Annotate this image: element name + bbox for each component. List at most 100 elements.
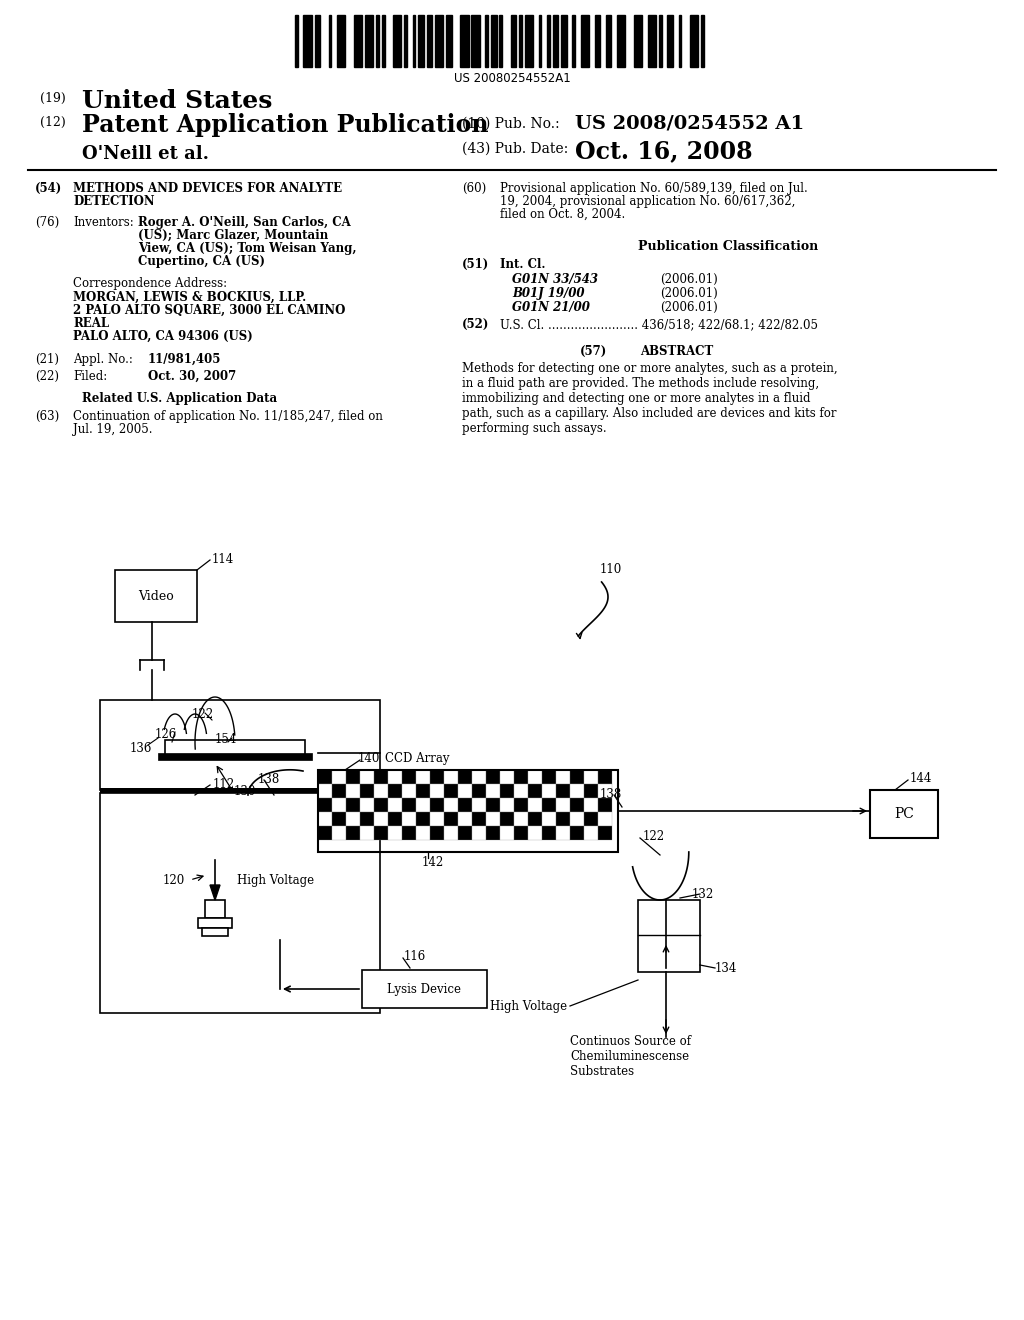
Bar xyxy=(514,826,528,840)
Text: Cupertino, CA (US): Cupertino, CA (US) xyxy=(138,255,265,268)
Text: G01N 21/00: G01N 21/00 xyxy=(512,301,590,314)
Bar xyxy=(598,784,612,799)
Bar xyxy=(430,784,444,799)
Bar xyxy=(295,15,298,67)
Bar xyxy=(514,784,528,799)
Bar xyxy=(360,770,374,784)
Text: 116: 116 xyxy=(404,950,426,964)
Bar xyxy=(553,15,558,67)
Bar xyxy=(446,15,452,67)
Bar xyxy=(485,15,488,67)
Bar xyxy=(519,15,522,67)
Bar xyxy=(606,15,611,67)
Text: Oct. 16, 2008: Oct. 16, 2008 xyxy=(575,139,753,162)
Bar xyxy=(542,799,556,812)
Text: Filed:: Filed: xyxy=(73,370,108,383)
Bar xyxy=(388,812,402,826)
Text: 126: 126 xyxy=(155,729,177,741)
Bar xyxy=(374,812,388,826)
Text: Continuation of application No. 11/185,247, filed on: Continuation of application No. 11/185,2… xyxy=(73,411,383,422)
Bar xyxy=(346,812,360,826)
Bar xyxy=(556,812,570,826)
Bar xyxy=(528,799,542,812)
Text: CCD Array: CCD Array xyxy=(385,752,450,766)
Text: 11/981,405: 11/981,405 xyxy=(148,352,221,366)
Bar xyxy=(472,826,486,840)
Bar xyxy=(444,799,458,812)
Text: filed on Oct. 8, 2004.: filed on Oct. 8, 2004. xyxy=(500,209,626,220)
Text: MORGAN, LEWIS & BOCKIUS, LLP.: MORGAN, LEWIS & BOCKIUS, LLP. xyxy=(73,290,306,304)
Bar xyxy=(332,784,346,799)
Bar xyxy=(374,799,388,812)
Bar xyxy=(458,826,472,840)
Text: (2006.01): (2006.01) xyxy=(660,273,718,286)
Bar xyxy=(374,770,388,784)
Text: REAL: REAL xyxy=(73,317,110,330)
Bar xyxy=(416,826,430,840)
Bar xyxy=(570,784,584,799)
Bar xyxy=(598,812,612,826)
Text: Int. Cl.: Int. Cl. xyxy=(500,257,546,271)
Text: (63): (63) xyxy=(35,411,59,422)
Text: 142: 142 xyxy=(422,855,444,869)
Text: 138: 138 xyxy=(258,774,281,785)
Bar xyxy=(471,15,480,67)
Bar xyxy=(444,812,458,826)
Text: (54): (54) xyxy=(35,182,62,195)
Text: (2006.01): (2006.01) xyxy=(660,301,718,314)
Bar xyxy=(444,826,458,840)
Bar xyxy=(416,799,430,812)
Text: 122: 122 xyxy=(193,708,214,721)
Text: (43) Pub. Date:: (43) Pub. Date: xyxy=(462,143,568,156)
Bar xyxy=(198,917,232,928)
Bar xyxy=(572,15,575,67)
Bar xyxy=(542,812,556,826)
Bar xyxy=(542,826,556,840)
Bar xyxy=(360,784,374,799)
Bar xyxy=(360,799,374,812)
Bar xyxy=(332,826,346,840)
Bar xyxy=(556,826,570,840)
Text: Appl. No.:: Appl. No.: xyxy=(73,352,133,366)
Bar xyxy=(416,812,430,826)
Bar xyxy=(584,770,598,784)
Bar xyxy=(430,770,444,784)
Bar xyxy=(365,15,374,67)
Text: O'Neill et al.: O'Neill et al. xyxy=(82,145,209,162)
Bar xyxy=(332,812,346,826)
Bar xyxy=(318,770,618,851)
Bar xyxy=(486,784,500,799)
Text: 138: 138 xyxy=(600,788,623,801)
Bar xyxy=(329,15,332,67)
Text: (2006.01): (2006.01) xyxy=(660,286,718,300)
Bar xyxy=(388,770,402,784)
Text: (57): (57) xyxy=(580,345,607,358)
Bar xyxy=(430,812,444,826)
Text: (19): (19) xyxy=(40,92,66,106)
Bar xyxy=(638,900,700,972)
Bar xyxy=(595,15,600,67)
Bar xyxy=(393,15,401,67)
Bar xyxy=(486,826,500,840)
Text: Related U.S. Application Data: Related U.S. Application Data xyxy=(82,392,278,405)
Bar xyxy=(435,15,443,67)
Text: (21): (21) xyxy=(35,352,59,366)
Bar xyxy=(514,812,528,826)
Bar xyxy=(524,15,534,67)
Text: Publication Classification: Publication Classification xyxy=(638,240,818,253)
Text: 110: 110 xyxy=(600,564,623,576)
Bar xyxy=(416,784,430,799)
Text: Patent Application Publication: Patent Application Publication xyxy=(82,114,488,137)
Text: High Voltage: High Voltage xyxy=(237,874,314,887)
Bar xyxy=(500,784,514,799)
Bar xyxy=(346,784,360,799)
Bar xyxy=(500,799,514,812)
Text: Correspondence Address:: Correspondence Address: xyxy=(73,277,227,290)
Bar xyxy=(332,799,346,812)
Bar xyxy=(486,812,500,826)
Text: 154: 154 xyxy=(215,733,238,746)
Text: 120: 120 xyxy=(163,874,185,887)
Bar xyxy=(346,770,360,784)
Bar xyxy=(402,770,416,784)
Bar xyxy=(318,812,332,826)
